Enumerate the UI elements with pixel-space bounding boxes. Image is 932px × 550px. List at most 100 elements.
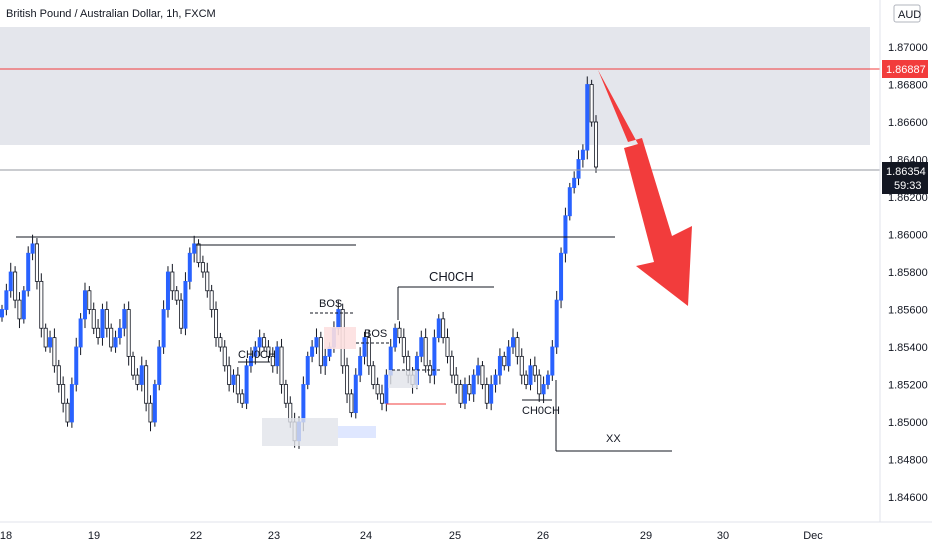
candle-down — [366, 337, 371, 367]
candle-up — [358, 355, 363, 376]
candle-down — [524, 374, 529, 385]
candle-up — [493, 374, 498, 385]
level-price-tag — [882, 60, 928, 78]
price-tick-label: 1.86200 — [888, 192, 928, 204]
time-tick-label: 25 — [449, 530, 461, 542]
candle-down — [441, 318, 446, 339]
candle-down — [484, 384, 489, 404]
candle-down — [196, 243, 201, 264]
time-tick-label: Dec — [803, 530, 823, 542]
choch-big-label: CH0CH — [429, 269, 474, 284]
candle-down — [179, 299, 184, 329]
choch-right-label: CH0CH — [522, 405, 560, 417]
candle-down — [61, 384, 66, 404]
candle-down — [87, 290, 92, 310]
candle-down — [318, 337, 323, 367]
candle-up — [419, 337, 424, 357]
supply-zone — [0, 27, 870, 145]
chart-title: British Pound / Australian Dollar, 1h, F… — [6, 8, 216, 20]
candle-down — [205, 271, 210, 292]
candle-up — [192, 243, 197, 254]
candle-down — [423, 337, 428, 367]
candle-up — [244, 365, 249, 404]
candle-down — [401, 337, 406, 357]
candle-up — [117, 327, 122, 339]
candle-down — [458, 384, 463, 404]
candle-up — [122, 309, 127, 329]
candle-down — [594, 121, 599, 168]
price-axis[interactable]: 1.870001.868001.866001.864001.862001.860… — [888, 42, 928, 504]
candle-up — [8, 271, 13, 292]
level-price-text: 1.86887 — [886, 64, 926, 76]
demand-block-3 — [388, 370, 418, 388]
xx-label: XX — [606, 433, 621, 445]
candle-down — [56, 365, 61, 385]
candle-down — [135, 374, 140, 385]
candle-up — [257, 337, 262, 348]
bearish-arrow — [598, 70, 692, 306]
candle-down — [266, 346, 271, 357]
candle-up — [576, 159, 581, 179]
candle-down — [34, 243, 39, 282]
price-tick-label: 1.85800 — [888, 267, 928, 279]
candle-down — [397, 327, 402, 339]
candle-down — [515, 337, 520, 357]
candle-down — [349, 393, 354, 414]
candle-down — [262, 337, 267, 348]
candle-up — [275, 346, 280, 367]
candle-up — [48, 337, 53, 348]
candle-up — [113, 337, 118, 348]
time-tick-label: 29 — [640, 530, 652, 542]
price-tick-label: 1.85200 — [888, 380, 928, 392]
candle-down — [279, 346, 284, 385]
candle-up — [305, 355, 310, 385]
candle-down — [214, 309, 219, 339]
candle-down — [445, 337, 450, 357]
candle-up — [362, 337, 367, 357]
time-tick-label: 26 — [537, 530, 549, 542]
candle-down — [449, 355, 454, 376]
candle-down — [109, 327, 114, 348]
currency-badge[interactable]: AUD — [898, 9, 921, 21]
price-tick-label: 1.86600 — [888, 117, 928, 129]
price-tick-label: 1.85600 — [888, 305, 928, 317]
candle-down — [532, 365, 537, 376]
candle-up — [489, 384, 494, 404]
candle-up — [183, 280, 188, 329]
candle-up — [30, 243, 35, 254]
candle-up — [21, 290, 26, 320]
candle-up — [187, 252, 192, 282]
candle-up — [545, 374, 550, 385]
candle-down — [96, 327, 101, 339]
demand-block-1 — [262, 418, 338, 446]
candle-down — [13, 271, 18, 301]
price-tick-label: 1.84800 — [888, 455, 928, 467]
candle-up — [231, 374, 236, 385]
demand-block-2 — [338, 426, 376, 438]
candle-down — [52, 337, 57, 367]
candle-down — [39, 280, 44, 329]
time-axis[interactable]: 18 19 22 23 24 25 26 29 30 Dec — [0, 530, 823, 542]
candle-down — [200, 262, 205, 273]
time-tick-label: 24 — [360, 530, 372, 542]
candle-up — [157, 346, 162, 385]
candle-up — [559, 252, 564, 301]
last-price-tag — [882, 162, 928, 194]
price-tick-label: 1.85400 — [888, 342, 928, 354]
time-tick-label: 22 — [190, 530, 202, 542]
candle-down — [270, 355, 275, 367]
candle-up — [152, 384, 157, 423]
candle-down — [148, 402, 153, 423]
time-tick-label: 23 — [268, 530, 280, 542]
candle-up — [310, 346, 315, 357]
candle-down — [502, 355, 507, 367]
candle-up — [471, 374, 476, 395]
candle-up — [432, 337, 437, 376]
candle-up — [323, 355, 328, 367]
price-tick-label: 1.84600 — [888, 492, 928, 504]
candle-down — [104, 309, 109, 329]
price-tick-label: 1.87000 — [888, 42, 928, 54]
currency-badge-bg[interactable] — [893, 4, 921, 23]
